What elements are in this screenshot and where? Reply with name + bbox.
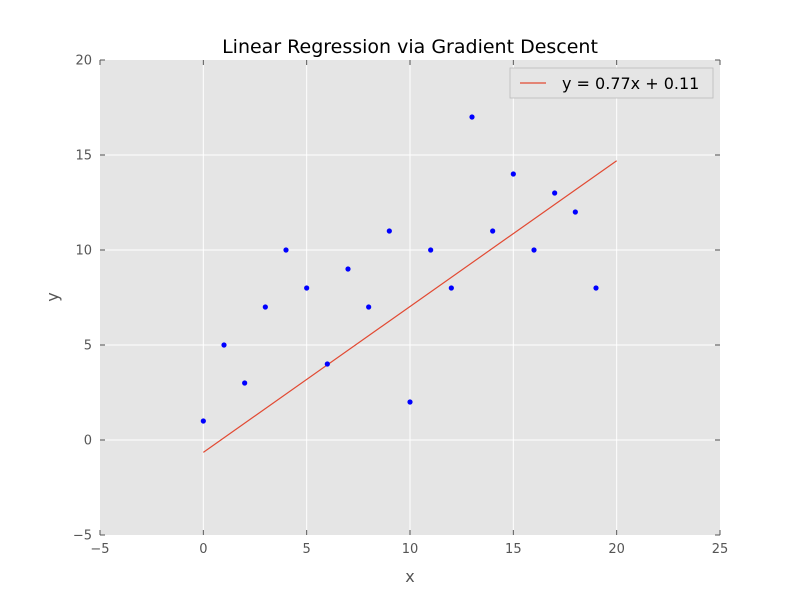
data-point — [242, 380, 248, 386]
legend-label: y = 0.77x + 0.11 — [562, 74, 699, 93]
data-point — [469, 114, 475, 120]
x-tick-label: 0 — [199, 542, 207, 557]
scatter-points — [200, 114, 599, 424]
fit-line — [202, 160, 618, 453]
data-point — [283, 247, 289, 253]
x-tick-label: 10 — [402, 542, 419, 557]
data-point — [448, 285, 454, 291]
data-point — [572, 209, 578, 215]
data-point — [428, 247, 434, 253]
y-tick-label: 20 — [75, 54, 92, 69]
axis-ticks: −5 0 5 10 15 20 25 −5 0 5 10 15 20 — [73, 54, 728, 558]
data-point — [366, 304, 372, 310]
data-point — [593, 285, 599, 291]
grid — [100, 60, 720, 535]
y-tick-label: 10 — [75, 244, 92, 259]
data-point — [200, 418, 206, 424]
data-point — [510, 171, 516, 177]
y-tick-label: 15 — [75, 149, 92, 164]
data-point — [345, 266, 351, 272]
x-tick-label: 20 — [608, 542, 625, 557]
x-axis-label: x — [405, 567, 414, 586]
data-point — [262, 304, 268, 310]
data-point — [407, 399, 413, 405]
x-tick-label: 5 — [303, 542, 311, 557]
legend: y = 0.77x + 0.11 — [509, 67, 714, 99]
x-tick-label: −5 — [90, 542, 109, 557]
data-point — [490, 228, 496, 234]
data-point — [552, 190, 558, 196]
fit-line-layer — [202, 160, 618, 453]
x-tick-label: 15 — [505, 542, 522, 557]
x-tick-label: 25 — [712, 542, 729, 557]
data-point — [531, 247, 537, 253]
y-axis-label: y — [43, 292, 62, 301]
data-point — [324, 361, 330, 367]
y-tick-label: −5 — [73, 529, 92, 544]
data-point — [221, 342, 227, 348]
y-tick-label: 5 — [84, 339, 92, 354]
chart-title: Linear Regression via Gradient Descent — [222, 36, 598, 58]
y-tick-label: 0 — [84, 434, 92, 449]
data-point — [386, 228, 392, 234]
data-point — [304, 285, 310, 291]
